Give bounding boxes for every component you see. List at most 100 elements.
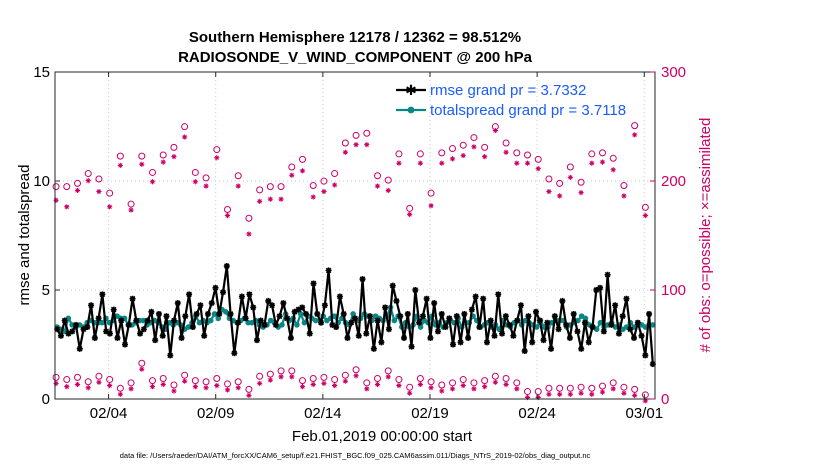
obs-assimilated-point [64, 204, 70, 210]
obs-assimilated-point [621, 193, 627, 199]
obs-possible-point [384, 176, 392, 184]
rmse-point [272, 321, 279, 328]
obs-possible-point [588, 384, 596, 392]
rmse-point [348, 319, 355, 326]
rmse-point [197, 302, 204, 309]
obs-possible-point [566, 384, 574, 392]
obs-assimilated-point [407, 390, 413, 396]
obs-assimilated-point [535, 166, 541, 172]
x-tick-label: 02/24 [518, 405, 556, 422]
obs-count-markers [52, 122, 649, 404]
rmse-point [223, 263, 230, 270]
rmse-point [529, 339, 536, 346]
obs-assimilated-point [257, 198, 263, 204]
obs-possible-point [127, 379, 135, 387]
rmse-point [295, 306, 302, 313]
obs-assimilated-point [514, 160, 520, 166]
obs-possible-point [524, 388, 531, 396]
rmse-point [604, 271, 611, 278]
rmse-point [634, 319, 641, 326]
rmse-point [88, 302, 95, 309]
obs-assimilated-point [224, 212, 231, 219]
obs-assimilated-point [567, 391, 573, 397]
rmse-point [382, 304, 389, 311]
legend-spread-marker [407, 106, 415, 114]
totalspread-point [211, 311, 218, 317]
rmse-point [480, 295, 487, 302]
rmse-point [159, 332, 166, 339]
rmse-point [483, 339, 490, 346]
obs-assimilated-point [417, 381, 423, 388]
axis-ticks: 02/04 02/09 02/14 02/19 02/24 03/010510150100… [33, 64, 686, 422]
rmse-point [340, 310, 347, 317]
obs-assimilated-point [492, 127, 498, 134]
obs-assimilated-point [53, 380, 59, 386]
obs-possible-point [406, 204, 414, 212]
obs-possible-point [609, 154, 617, 162]
data-file-footer: data file: /Users/raeder/DAI/ATM_forcXX/… [120, 451, 591, 460]
rmse-point [114, 334, 121, 341]
obs-assimilated-point [385, 187, 391, 194]
obs-assimilated-point [621, 390, 627, 396]
obs-assimilated-point [374, 381, 381, 388]
obs-assimilated-point [407, 211, 413, 218]
rmse-point [306, 330, 313, 337]
rmse-point [423, 295, 430, 302]
rmse-point [374, 317, 381, 324]
obs-possible-point [352, 366, 360, 374]
obs-possible-point [245, 385, 253, 393]
obs-possible-point [74, 179, 81, 187]
rmse-point [204, 310, 211, 317]
obs-possible-point [631, 122, 639, 130]
obs-assimilated-point [417, 160, 423, 166]
obs-possible-point [106, 189, 114, 197]
rmse-point [589, 324, 596, 331]
rmse-point [103, 328, 110, 335]
rmse-point [163, 313, 170, 320]
obs-assimilated-point [342, 149, 348, 155]
obs-assimilated-point [374, 183, 381, 189]
rmse-point [631, 334, 638, 341]
obs-possible-point [116, 384, 124, 392]
totalspread-point [207, 317, 214, 324]
obs-possible-point [106, 376, 114, 384]
obs-assimilated-point [492, 379, 498, 385]
obs-possible-point [213, 374, 221, 382]
obs-possible-point [149, 377, 156, 385]
obs-assimilated-point [182, 378, 188, 384]
rmse-point [80, 326, 87, 333]
obs-possible-point [181, 123, 189, 131]
rmse-point [231, 350, 238, 357]
obs-assimilated-point [64, 384, 70, 390]
rmse-point [457, 339, 464, 346]
rmse-point [193, 310, 200, 317]
obs-assimilated-point [203, 183, 209, 189]
totalspread-point [301, 319, 308, 326]
obs-assimilated-point [149, 384, 156, 390]
rmse-point [208, 300, 215, 307]
obs-assimilated-point [632, 392, 638, 398]
totalspread-point [575, 317, 581, 324]
obs-possible-point [159, 151, 167, 159]
obs-assimilated-point [85, 385, 91, 391]
obs-assimilated-point [149, 179, 156, 185]
totalspread-point [140, 317, 147, 324]
rmse-point [517, 302, 524, 309]
rmse-point [299, 304, 306, 311]
obs-assimilated-point [160, 159, 166, 165]
totalspread-point [297, 311, 304, 317]
obs-possible-point [63, 183, 71, 191]
y2-tick-label: 0 [661, 391, 669, 408]
obs-possible-point [395, 376, 403, 384]
obs-possible-point [341, 371, 349, 379]
rmse-point [446, 315, 453, 322]
rmse-point [404, 310, 411, 317]
obs-assimilated-point [214, 382, 220, 389]
rmse-point [585, 339, 592, 346]
rmse-point [250, 304, 257, 311]
obs-assimilated-point [353, 373, 359, 379]
obs-possible-point [138, 152, 146, 160]
obs-assimilated-point [546, 391, 552, 397]
y-tick-label: 10 [33, 173, 50, 190]
obs-assimilated-point [524, 160, 531, 166]
